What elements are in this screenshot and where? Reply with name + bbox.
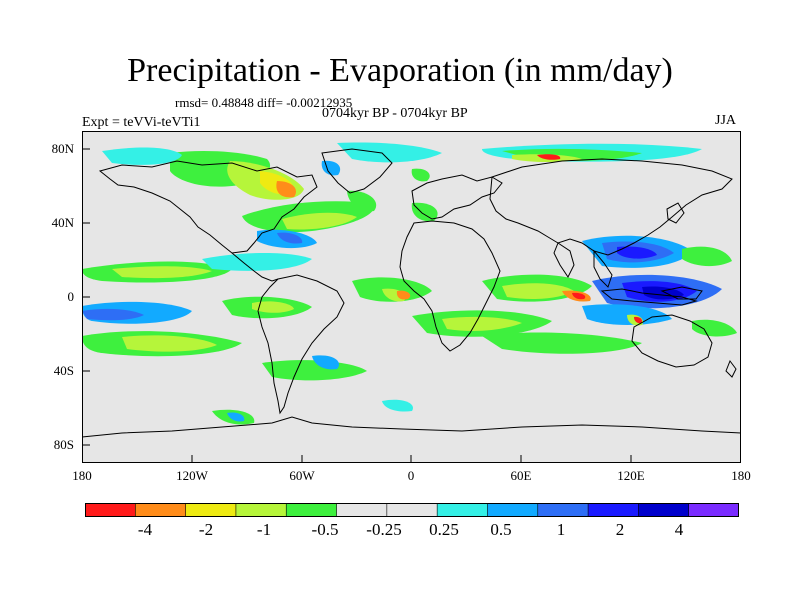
colorbar-box	[436, 503, 489, 517]
anomaly-region	[442, 316, 522, 331]
coastline-indonesia	[600, 288, 698, 306]
anomaly-region	[502, 283, 574, 299]
lon-tick-marks	[191, 455, 632, 463]
coastline-southeast-asia	[593, 249, 613, 288]
anomaly-region	[202, 253, 312, 271]
anomaly-region	[617, 246, 657, 259]
colorbar-box	[135, 503, 187, 517]
coastline-india	[553, 242, 575, 278]
lat-label: 80S	[53, 437, 74, 452]
colorbar-label: -0.5	[311, 520, 339, 539]
colorbar-box	[285, 503, 338, 517]
world-map	[82, 131, 741, 463]
anomaly-region	[262, 360, 367, 381]
anomaly-region	[227, 412, 245, 422]
anomaly-region	[692, 319, 737, 337]
plot-title: Precipitation - Evaporation (in mm/day)	[127, 52, 673, 89]
anomaly-region	[572, 292, 586, 300]
anomaly-region	[282, 212, 357, 230]
lat-label: 40S	[53, 363, 74, 378]
anomaly-region	[277, 232, 303, 244]
colorbar-label: 1	[556, 520, 566, 539]
colorbar-box	[235, 503, 288, 517]
coastline-europe	[411, 174, 503, 220]
lon-label: 120W	[176, 468, 208, 483]
coastline-africa	[399, 220, 501, 352]
coastline-asia	[489, 158, 733, 256]
anomaly-region	[682, 246, 732, 267]
coastline-new-zealand	[725, 359, 737, 378]
anomaly-region	[347, 190, 377, 212]
anomaly-region	[482, 332, 642, 354]
colorbar-box	[336, 503, 388, 517]
lon-label: 180	[72, 468, 92, 483]
colorbar-box	[638, 503, 690, 517]
colorbar-box	[587, 503, 640, 517]
anomaly-region	[122, 335, 217, 352]
season-text: JJA	[715, 113, 737, 128]
colorbar-box	[537, 503, 589, 517]
colorbar-label: -4	[137, 520, 153, 539]
anomaly-region	[396, 290, 411, 300]
lon-label: 0	[407, 468, 415, 483]
lat-label: 40N	[51, 215, 74, 230]
anomaly-region	[252, 301, 294, 313]
colorbar-label: -1	[256, 520, 272, 539]
coastline-greenland	[321, 148, 393, 194]
colorbar-label: 0.5	[490, 520, 512, 539]
anomaly-region	[337, 142, 442, 163]
experiment-text: Expt = teVVi-teVTi1	[82, 115, 201, 130]
colorbar-label: 2	[615, 520, 625, 539]
coastline-australia	[631, 314, 713, 368]
anomaly-region	[276, 181, 297, 198]
anomaly-region	[102, 147, 182, 165]
anomaly-region	[112, 266, 212, 279]
colorbar-label: -0.25	[366, 520, 402, 539]
colorbar-box	[185, 503, 237, 517]
anomaly-region	[537, 154, 561, 160]
colorbar	[85, 503, 739, 517]
anomaly-region	[634, 316, 643, 324]
anomaly-region	[411, 168, 430, 182]
colorbar-box	[85, 503, 137, 517]
coastlines	[82, 148, 741, 438]
coastline-new-guinea	[660, 286, 703, 300]
anomaly-region	[382, 399, 413, 412]
coastline-south-america	[257, 274, 345, 415]
colorbar-box	[386, 503, 438, 517]
coastline-antarctica	[82, 416, 741, 438]
lon-label: 60E	[510, 468, 532, 483]
lon-label: 120E	[617, 468, 645, 483]
colorbar-boxes	[85, 503, 739, 517]
stats-text: rmsd= 0.48848 diff= -0.00212935	[175, 95, 353, 110]
colorbar-label: 4	[674, 520, 684, 539]
coastline-japan	[666, 202, 685, 224]
anomaly-region	[312, 355, 340, 370]
lon-label: 180	[731, 468, 751, 483]
colorbar-box	[487, 503, 539, 517]
lat-label: 0	[67, 289, 75, 304]
colorbar-frame	[85, 503, 739, 517]
period-text: 0704kyr BP - 0704kyr BP	[322, 106, 468, 121]
colorbar-box	[688, 503, 739, 517]
colorbar-label: -2	[198, 520, 214, 539]
anomaly-region	[582, 304, 672, 325]
anomaly-region	[411, 202, 438, 222]
colorbar-label: 0.25	[429, 520, 459, 539]
lat-label: 80N	[51, 141, 74, 156]
lat-tick-marks	[82, 148, 90, 446]
anomaly-region	[82, 308, 144, 321]
coastline-central-america	[231, 252, 279, 282]
lon-label: 60W	[289, 468, 315, 483]
coastline-north-america	[98, 160, 318, 254]
